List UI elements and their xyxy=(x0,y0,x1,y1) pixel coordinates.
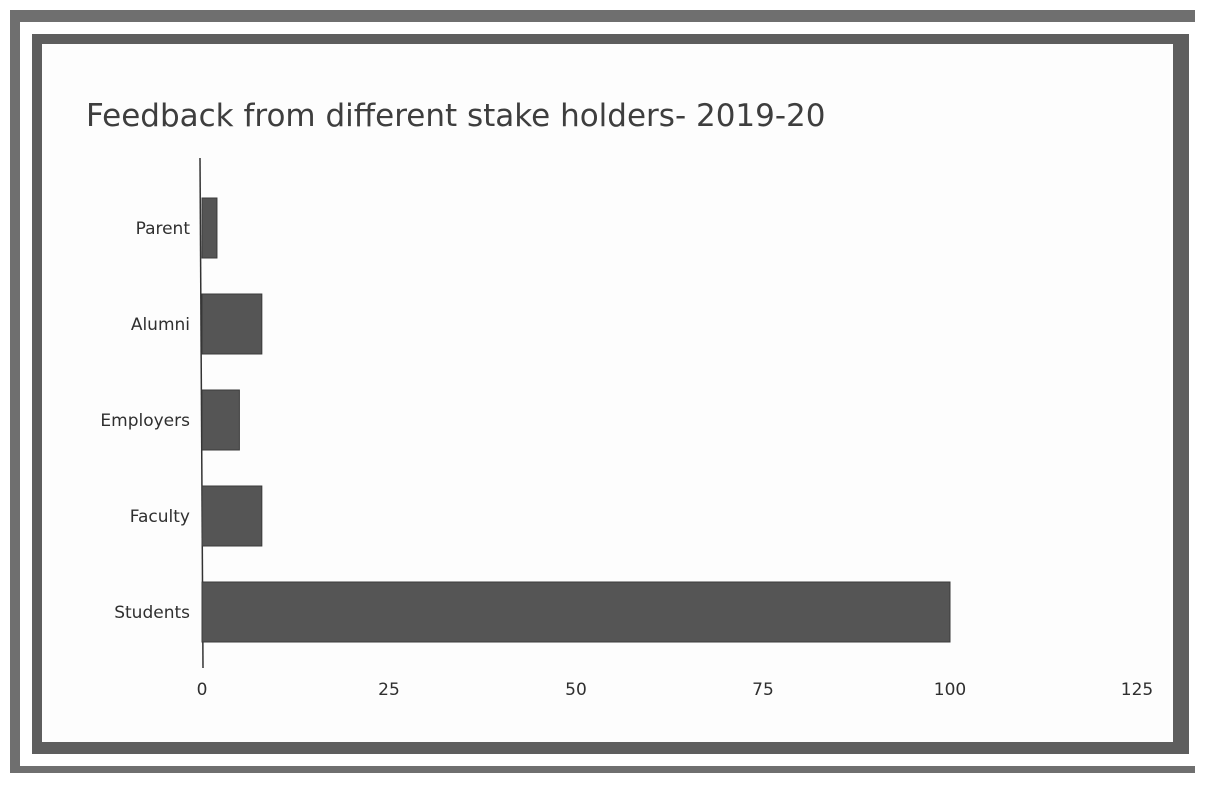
bar-alumni xyxy=(201,293,263,355)
bar-parent xyxy=(201,197,218,259)
bar-faculty xyxy=(201,485,263,547)
chart-title: Feedback from different stake holders- 2… xyxy=(86,98,826,134)
x-tick-label: 25 xyxy=(378,680,400,700)
bar-employers xyxy=(201,389,240,451)
category-label-faculty: Faculty xyxy=(130,507,190,527)
bars-group xyxy=(201,197,951,643)
x-tick-labels: 0 25 50 75 100 125 xyxy=(197,680,1154,700)
x-tick-label: 75 xyxy=(752,680,774,700)
x-tick-label: 125 xyxy=(1121,680,1153,700)
category-label-alumni: Alumni xyxy=(131,315,190,335)
x-tick-label: 0 xyxy=(197,680,208,700)
category-label-employers: Employers xyxy=(100,411,190,431)
category-labels: Parent Alumni Employers Faculty Students xyxy=(100,219,190,623)
bar-students xyxy=(201,581,951,643)
x-tick-label: 100 xyxy=(934,680,966,700)
category-label-students: Students xyxy=(114,603,190,623)
category-label-parent: Parent xyxy=(136,219,191,239)
x-tick-label: 50 xyxy=(565,680,587,700)
